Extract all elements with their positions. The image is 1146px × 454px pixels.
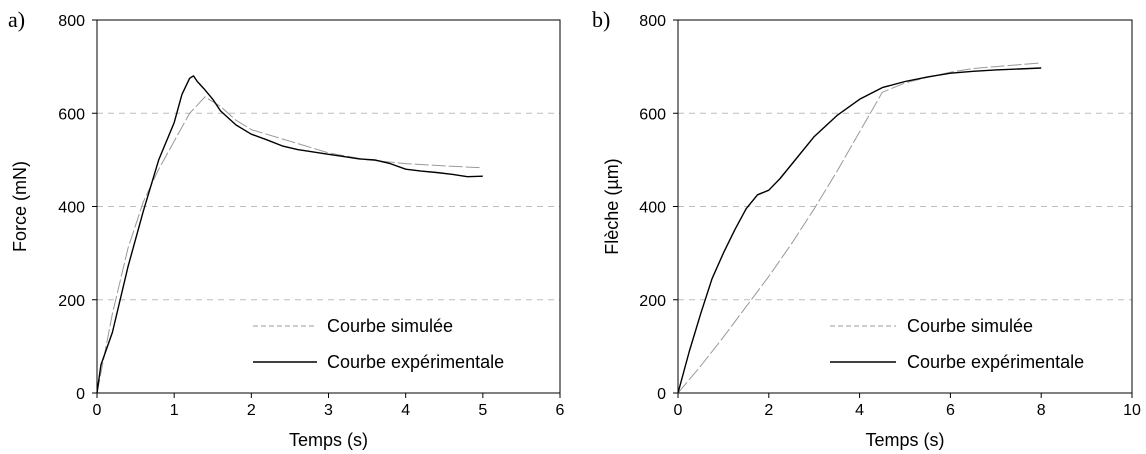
y-tick-label: 600 bbox=[639, 106, 666, 123]
series-line-experimental bbox=[677, 67, 1042, 394]
series-line-simulated bbox=[96, 96, 483, 394]
x-tick-label: 1 bbox=[170, 402, 179, 419]
x-tick-label: 4 bbox=[401, 402, 410, 419]
x-tick-label: 10 bbox=[1123, 402, 1141, 419]
legend-label: Courbe simulée bbox=[327, 316, 453, 336]
y-tick-label: 400 bbox=[639, 200, 666, 217]
y-tick-label: 0 bbox=[76, 386, 85, 403]
y-axis-title: Force (mN) bbox=[10, 161, 30, 252]
x-tick-label: 6 bbox=[946, 402, 955, 419]
x-tick-label: 0 bbox=[93, 402, 102, 419]
x-tick-label: 4 bbox=[855, 402, 864, 419]
x-tick-label: 3 bbox=[324, 402, 333, 419]
x-tick-label: 6 bbox=[556, 402, 565, 419]
x-tick-label: 2 bbox=[764, 402, 773, 419]
legend: Courbe simulée Courbe expérimentale bbox=[253, 316, 504, 372]
chart-panel-b: 0 2 4 6 8 10 0 200 400 600 800 Temps (s) Flèche (µm)… bbox=[592, 7, 1141, 450]
y-axis-title: Flèche (µm) bbox=[602, 158, 622, 254]
series-line-experimental bbox=[96, 75, 483, 394]
y-tick-label: 400 bbox=[58, 200, 85, 217]
x-tick-label: 2 bbox=[247, 402, 256, 419]
y-tick-label: 200 bbox=[58, 293, 85, 310]
y-tick-label: 800 bbox=[58, 13, 85, 30]
y-tick-label: 0 bbox=[657, 386, 666, 403]
x-axis-title: Temps (s) bbox=[865, 430, 944, 450]
panel-label: b) bbox=[592, 7, 610, 32]
x-tick-label: 0 bbox=[674, 402, 683, 419]
x-tick-label: 8 bbox=[1037, 402, 1046, 419]
legend-label: Courbe simulée bbox=[907, 316, 1033, 336]
y-tick-label: 200 bbox=[639, 293, 666, 310]
y-tick-label: 600 bbox=[58, 106, 85, 123]
x-tick-label: 5 bbox=[478, 402, 487, 419]
chart-panel-a: 0 1 2 3 4 5 6 0 200 400 600 800 Temps (s) Force (mN) a… bbox=[8, 7, 565, 450]
panel-label: a) bbox=[8, 7, 25, 32]
legend-label: Courbe expérimentale bbox=[327, 352, 504, 372]
x-axis-title: Temps (s) bbox=[289, 430, 368, 450]
legend: Courbe simulée Courbe expérimentale bbox=[830, 316, 1084, 372]
y-tick-label: 800 bbox=[639, 13, 666, 30]
series-line-simulated bbox=[677, 62, 1042, 394]
legend-label: Courbe expérimentale bbox=[907, 352, 1084, 372]
